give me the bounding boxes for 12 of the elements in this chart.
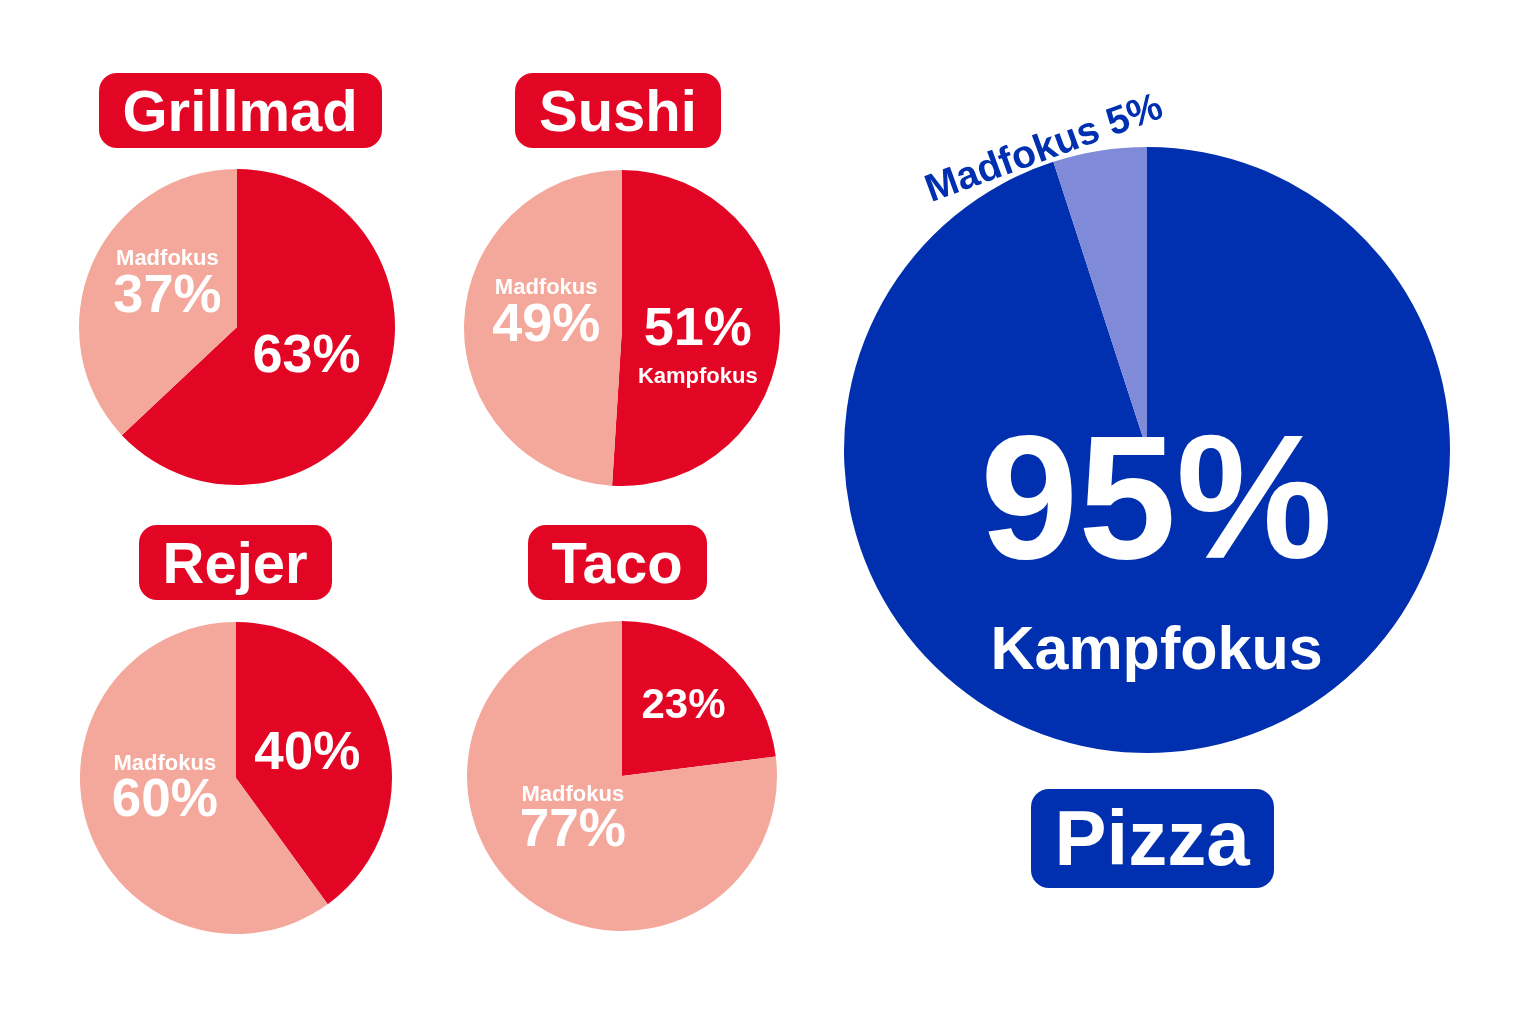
text: Pizza (1030, 788, 1274, 888)
data-label: 23% (641, 679, 726, 727)
data-label: 40% (254, 721, 361, 781)
data-label: 95% (980, 399, 1333, 596)
chart-title: Sushi (515, 72, 721, 148)
slice-label: Kampfokus (990, 614, 1323, 683)
chart-title: Grillmad (98, 72, 382, 148)
slice-label: Kampfokus (637, 363, 758, 389)
chart-title: Taco (527, 524, 707, 600)
data-label: 63% (252, 323, 361, 384)
chart-title: Rejer (138, 524, 332, 600)
data-label: 51% (643, 296, 752, 357)
